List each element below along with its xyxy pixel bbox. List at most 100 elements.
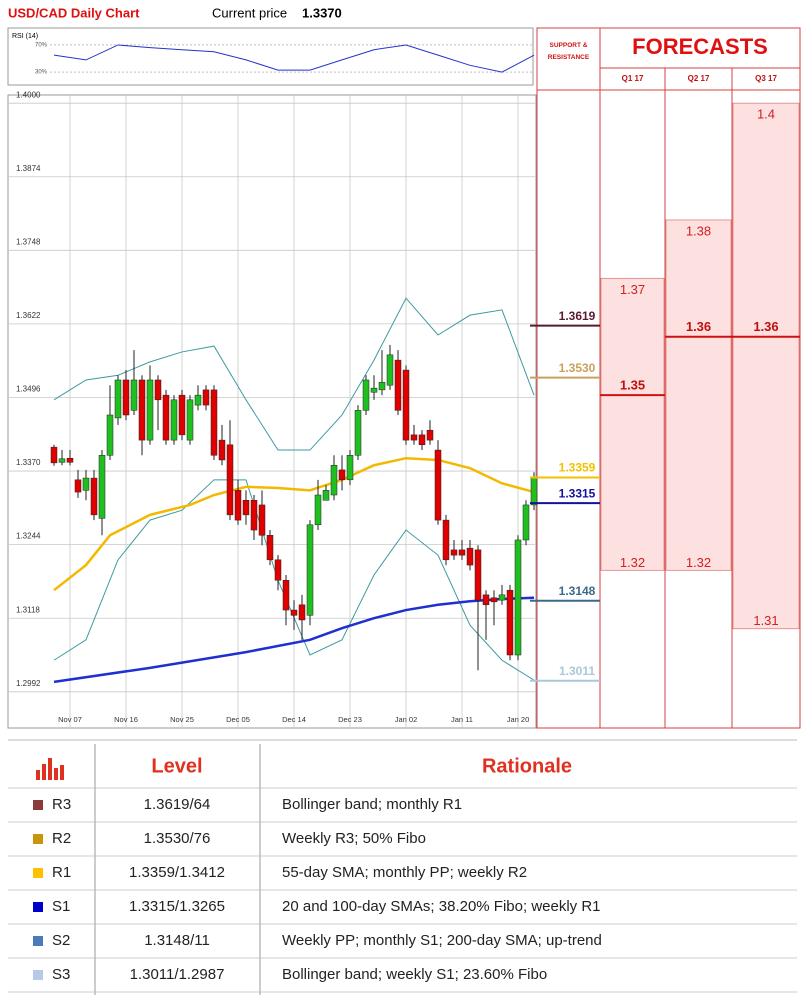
level-label: 1.3315 — [559, 486, 596, 500]
forecast-range — [665, 219, 732, 571]
row-level: 1.3530/76 — [144, 830, 211, 847]
candle-body — [114, 379, 122, 419]
x-tick-label: Nov 16 — [114, 715, 138, 724]
candle-body — [202, 389, 210, 406]
candle-body — [226, 444, 234, 516]
price-value: 1.3370 — [302, 5, 342, 20]
candle-body — [330, 464, 338, 496]
row-rationale: Bollinger band; monthly R1 — [282, 796, 462, 813]
candle-body — [418, 434, 426, 446]
x-tick-label: Jan 20 — [507, 715, 530, 724]
candle-body — [218, 439, 226, 461]
candle-body — [322, 490, 330, 501]
candle-body — [170, 399, 178, 441]
candle-body — [154, 379, 162, 401]
indicator-line — [53, 44, 535, 73]
candle-body — [514, 539, 522, 656]
candle-body — [338, 469, 346, 481]
candle-body — [282, 580, 290, 611]
forecast-range — [732, 102, 800, 630]
plot-area — [7, 94, 537, 729]
forecast-high: 1.38 — [686, 223, 711, 238]
forecast-range — [600, 277, 665, 571]
candle-body — [346, 455, 354, 481]
candle-body — [506, 589, 514, 656]
candle-body — [402, 369, 410, 441]
row-name: S2 — [52, 932, 70, 949]
candle-body — [162, 394, 170, 441]
row-rationale: Weekly R3; 50% Fibo — [282, 830, 426, 847]
candle-body — [410, 434, 418, 441]
support-title: SUPPORT & RESISTANCE — [547, 42, 590, 61]
table-icon — [36, 758, 64, 780]
forecast-low: 1.31 — [753, 613, 778, 628]
level-label: 1.3011 — [559, 664, 595, 678]
candle-body — [386, 354, 394, 386]
legend-swatch — [33, 800, 43, 810]
candle-body — [450, 549, 458, 556]
candle-body — [482, 594, 490, 606]
icon-bar — [36, 770, 40, 780]
candle-body — [370, 387, 378, 393]
candle-body — [90, 477, 98, 516]
candle-body — [122, 379, 130, 416]
candle-body — [354, 410, 362, 456]
candle-body — [74, 479, 82, 493]
y-tick-label: 1.3748 — [16, 237, 41, 246]
y-tick-label: 1.3622 — [16, 311, 41, 320]
forecast-mid-label: 1.36 — [686, 319, 711, 334]
candle-body — [498, 594, 506, 601]
period-label: Q2 17 — [688, 74, 710, 83]
y-tick-label: 1.3496 — [16, 385, 41, 394]
chart-title: USD/CAD Daily Chart — [8, 5, 140, 20]
candle-body — [442, 519, 450, 561]
candle-body — [522, 504, 530, 541]
legend-swatch — [33, 868, 43, 878]
candle-body — [146, 379, 154, 441]
y-tick-label: 1.3370 — [16, 458, 41, 467]
period-label: Q1 17 — [622, 74, 644, 83]
candle-body — [490, 597, 498, 603]
legend-swatch — [33, 936, 43, 946]
row-name: R3 — [52, 796, 71, 813]
candle-body — [474, 549, 482, 601]
candle-body — [58, 458, 66, 463]
legend-swatch — [33, 834, 43, 844]
table-header: Level — [151, 755, 202, 777]
candle-body — [234, 490, 242, 521]
candle-body — [130, 379, 138, 411]
forecast-low: 1.32 — [686, 555, 711, 570]
support-title-box: SUPPORT & RESISTANCE — [547, 42, 590, 61]
candle-body — [426, 429, 434, 441]
forecast-low: 1.32 — [620, 555, 645, 570]
indicator-line — [53, 456, 535, 592]
legend-swatch — [33, 902, 43, 912]
x-tick-label: Jan 11 — [451, 715, 473, 724]
level-label: 1.3148 — [559, 584, 596, 598]
row-level: 1.3315/1.3265 — [129, 898, 225, 915]
candle-body — [394, 359, 402, 411]
row-name: R1 — [52, 864, 71, 881]
x-tick-label: Jan 02 — [395, 715, 418, 724]
row-level: 1.3011/1.2987 — [130, 966, 225, 983]
price-label: Current price — [212, 5, 287, 20]
x-tick-label: Nov 25 — [170, 715, 194, 724]
candle-body — [178, 394, 186, 436]
icon-bar — [42, 764, 46, 780]
y-tick-label: 1.4000 — [16, 90, 41, 99]
level-label: 1.3619 — [559, 309, 596, 323]
candle-body — [362, 379, 370, 411]
candle-body — [106, 414, 114, 456]
forecast-mid-label: 1.36 — [753, 319, 778, 334]
icon-bar — [54, 768, 58, 780]
candle-body — [274, 559, 282, 581]
y-tick-label: 1.3874 — [16, 164, 41, 173]
row-rationale: Bollinger band; weekly S1; 23.60% Fibo — [282, 966, 547, 983]
x-tick-label: Dec 14 — [282, 715, 306, 724]
icon-bar — [60, 765, 64, 780]
candle-body — [138, 379, 146, 441]
candle-body — [82, 477, 90, 491]
candle-body — [314, 494, 322, 526]
candle-body — [466, 547, 474, 566]
